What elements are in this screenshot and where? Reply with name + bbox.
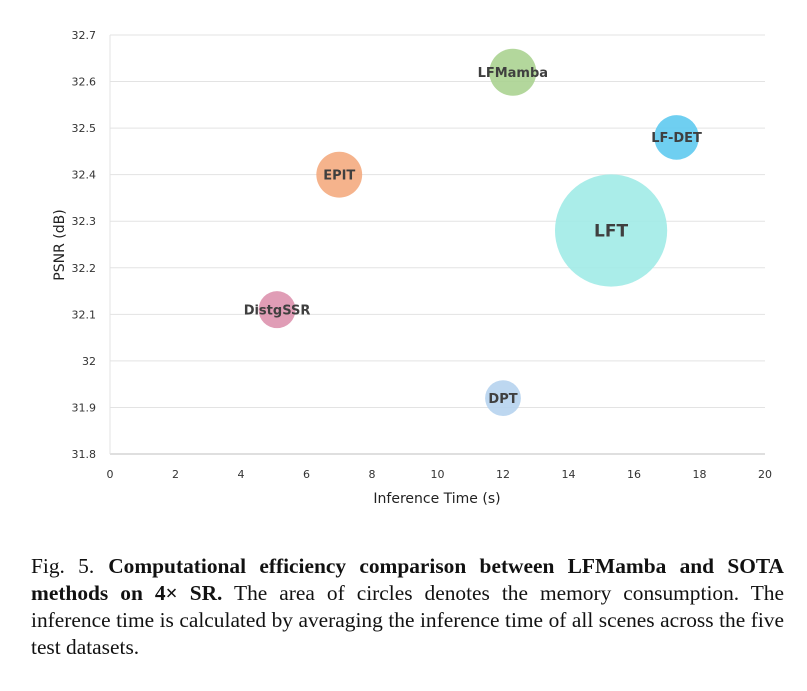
y-tick-label: 32.6	[72, 76, 97, 89]
y-tick-label: 32.4	[72, 169, 97, 182]
bubble-epit	[316, 151, 363, 198]
x-tick-label: 16	[627, 468, 641, 481]
x-tick-label: 0	[107, 468, 114, 481]
bubble-label: DPT	[488, 392, 517, 407]
y-tick-label: 32.5	[72, 122, 97, 135]
x-tick-label: 18	[693, 468, 707, 481]
bubble-label: LFMamba	[478, 66, 549, 81]
x-tick-label: 20	[758, 468, 772, 481]
grid-layer	[109, 34, 765, 455]
x-tick-label: 8	[369, 468, 376, 481]
y-tick-label: 31.8	[72, 448, 97, 461]
bubble-label: EPIT	[323, 168, 355, 183]
bubble-distgssr	[258, 291, 296, 329]
y-tick-label: 32	[82, 355, 96, 368]
bubble-lf-det	[654, 115, 699, 160]
bubble-dpt	[485, 380, 521, 417]
bubble-lft	[554, 174, 668, 287]
axis-layer: 31.8 31.9 32 32.1 32.2 32.3 32.4 32.5 32.6 32.7 0 2…	[72, 29, 773, 481]
x-tick-label: 4	[238, 468, 245, 481]
caption-label: Fig. 5.	[31, 554, 95, 578]
y-tick-label: 32.3	[72, 215, 97, 228]
x-tick-label: 12	[496, 468, 510, 481]
x-tick-label: 14	[562, 468, 576, 481]
y-tick-label: 31.9	[72, 401, 97, 414]
y-tick-label: 32.1	[72, 308, 97, 321]
x-tick-label: 10	[431, 468, 445, 481]
bubble-label: DistgSSR	[244, 303, 311, 318]
x-axis-title: Inference Time (s)	[373, 491, 500, 507]
bubble-lfmamba	[489, 48, 537, 96]
caption-body-text: The area of circles denotes the memory c…	[31, 581, 784, 659]
y-tick-label: 32.7	[72, 29, 97, 42]
bubble-label: LFT	[594, 222, 628, 242]
x-tick-label: 6	[303, 468, 310, 481]
y-axis-title: PSNR (dB)	[52, 209, 68, 280]
bubble-layer: LFMamba LF-DET EPIT LFT DistgSSR DPT	[244, 48, 702, 417]
bubble-label: LF-DET	[651, 131, 702, 146]
y-tick-label: 32.2	[72, 262, 97, 275]
caption-bold-text: Computational efficiency comparison betw…	[31, 554, 784, 605]
chart-area: 31.8 31.9 32 32.1 32.2 32.3 32.4 32.5 32.6 32.7 0 2…	[52, 29, 773, 507]
figure-caption: Fig. 5. Computational efficiency comparis…	[31, 553, 784, 661]
x-tick-label: 2	[172, 468, 179, 481]
bubble-chart: 31.8 31.9 32 32.1 32.2 32.3 32.4 32.5 32.6 32.7 0 2…	[52, 29, 773, 507]
